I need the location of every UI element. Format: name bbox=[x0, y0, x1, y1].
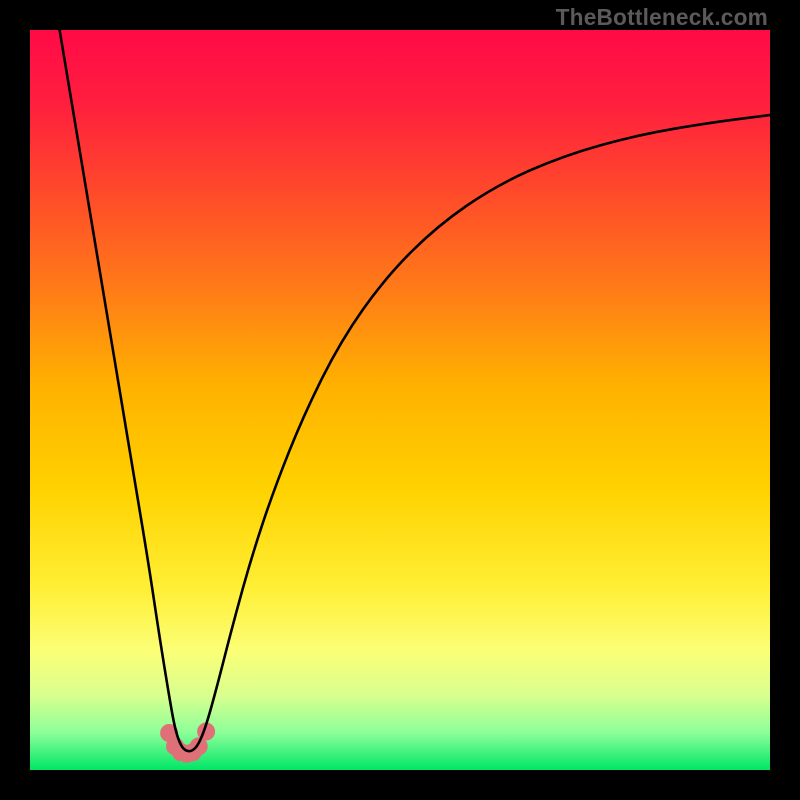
plot-svg bbox=[30, 30, 770, 770]
chart-frame: TheBottleneck.com bbox=[0, 0, 800, 800]
watermark-text: TheBottleneck.com bbox=[556, 4, 768, 31]
plot-area bbox=[30, 30, 770, 770]
gradient-background bbox=[30, 30, 770, 770]
